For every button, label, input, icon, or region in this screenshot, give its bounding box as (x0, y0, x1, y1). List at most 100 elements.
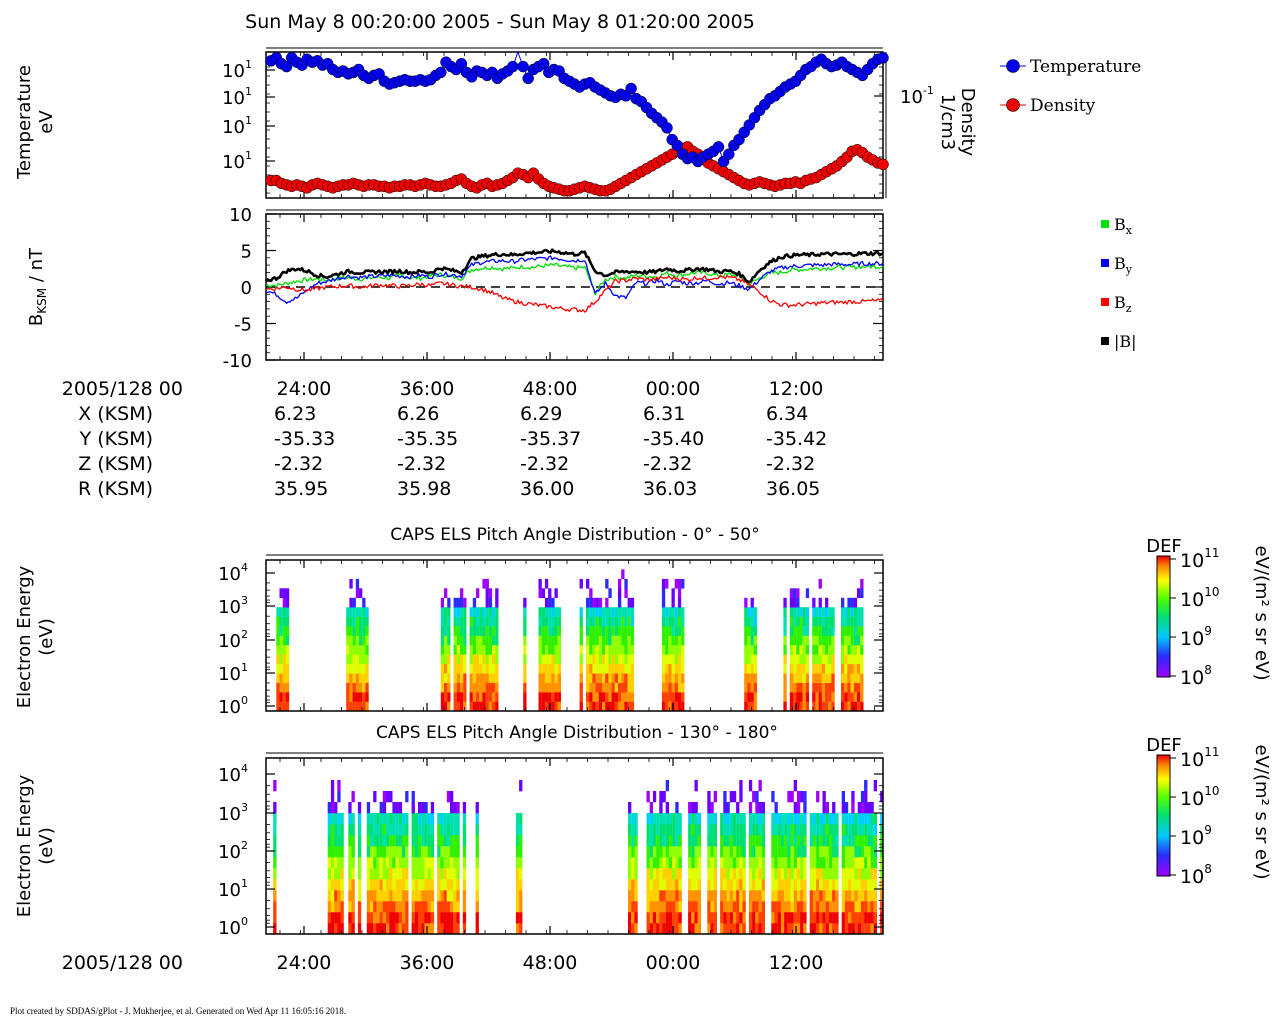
spectrogram-cell (402, 901, 406, 913)
spectrogram-cell (831, 692, 835, 702)
spectrogram-cell (376, 835, 380, 847)
spectrogram-cell (747, 673, 751, 683)
spectrogram-cell (694, 879, 698, 891)
spectrogram-cell (357, 802, 362, 814)
spectrogram-cell (482, 701, 486, 712)
spectrogram-cell (752, 879, 756, 891)
spectrogram-cell (844, 616, 848, 627)
spectrogram-cell (366, 890, 371, 902)
ephemeris-value: -2.32 (520, 453, 569, 475)
spectrogram-cell (771, 912, 775, 924)
spectrogram-cell (665, 890, 669, 902)
spectrogram-cell (681, 654, 685, 665)
spectrogram-cell (348, 868, 352, 880)
spectrogram-cell (440, 701, 445, 712)
spectrogram-cell (628, 824, 632, 836)
spectrogram-cell (870, 835, 874, 847)
spectrogram-cell (697, 824, 701, 836)
spectrogram-cell (447, 692, 451, 702)
spectrogram-cell (825, 890, 829, 902)
spectrogram-cell (523, 692, 527, 702)
spectrogram-cell (495, 607, 499, 617)
spectrogram-cell (854, 923, 858, 935)
spectrogram-cell (812, 597, 816, 608)
spectrogram-cell (674, 626, 678, 636)
spectrogram-cell (812, 901, 817, 913)
spectrogram-cell (443, 846, 447, 858)
spectrogram-cell (720, 868, 724, 880)
spectrogram-cell (841, 607, 845, 617)
spectrogram-cell (812, 857, 817, 869)
spectrogram-cell (349, 578, 353, 589)
spectrogram1-ylabel-line1: Electron Energy (14, 565, 35, 708)
spectrogram-cell (447, 673, 451, 683)
spectrogram-cell (456, 654, 461, 665)
spectrogram-cell (844, 682, 848, 693)
spectrogram-cell (831, 626, 835, 636)
spectrogram-cell (337, 901, 341, 913)
spectrogram-cell (758, 813, 762, 825)
spectrogram-cell (799, 692, 803, 702)
spectrogram-cell (793, 857, 797, 869)
spectrogram-cell (453, 857, 457, 869)
spectrogram-cell (592, 626, 596, 636)
spectrogram-cell (850, 597, 854, 608)
spectrogram-cell (608, 607, 612, 617)
spectrogram-cell (450, 890, 454, 902)
spectrogram-cell (758, 824, 762, 836)
spectrogram-cell (880, 923, 884, 935)
spectrogram-cell (819, 879, 823, 891)
spectrogram-cell (802, 635, 806, 646)
spectrogram-cell (365, 701, 369, 712)
spectrogram-cell (750, 626, 754, 636)
spectrogram-cell (828, 835, 833, 847)
spectrogram-cell (611, 673, 615, 683)
spectrogram-cell (348, 824, 352, 836)
spectrogram-cell (437, 901, 441, 913)
spectrogram-cell (279, 673, 283, 683)
spectrogram-cell (870, 846, 874, 858)
spectrogram-cell (598, 607, 603, 617)
spectrogram-cell (812, 663, 816, 674)
spectrogram-cell (337, 835, 341, 847)
spectrogram-cell (456, 644, 461, 655)
spectrogram-cell (802, 654, 806, 665)
spectrogram-cell (747, 644, 751, 655)
spectrogram-cell (850, 701, 854, 712)
spectrogram-cell (348, 879, 352, 891)
spectrogram-cell (340, 813, 344, 825)
spectrogram-cell (362, 663, 366, 674)
spectrogram-cell (857, 616, 861, 627)
spectrogram-cell (753, 616, 758, 627)
spectrogram-cell (761, 813, 765, 825)
spectrogram-cell (815, 635, 819, 646)
spectrogram-cell (386, 912, 390, 924)
spectrogram-cell (822, 923, 826, 935)
spectrogram-cell (589, 588, 593, 598)
spectrogram-cell (761, 824, 765, 836)
spectrogram-cell (688, 857, 692, 869)
spectrogram-cell (736, 835, 740, 847)
spectrogram-cell (598, 663, 603, 674)
spectrogram-cell (729, 923, 733, 935)
spectrogram-cell (774, 846, 778, 858)
spectrogram-cell (605, 663, 609, 674)
colorbar-tick-label: 108 (1180, 663, 1212, 689)
spectrogram-cell (370, 923, 374, 935)
spectrogram-cell (793, 663, 797, 674)
spectrogram-cell (789, 607, 794, 617)
spectrogram-cell (482, 626, 486, 636)
spectrogram-cell (771, 857, 775, 869)
spectrogram-cell (857, 912, 861, 924)
spectrogram-cell (340, 923, 344, 935)
spectrogram-cell (453, 701, 457, 712)
spectrogram-cell (382, 923, 387, 935)
spectrogram-cell (674, 701, 678, 712)
spectrogram-cell (720, 923, 724, 935)
spectrogram-cell (538, 588, 542, 598)
spectrogram-cell (589, 701, 593, 712)
spectrogram-cell (557, 616, 561, 627)
spectrogram-cell (544, 607, 549, 617)
spectrogram-cell (424, 813, 428, 825)
